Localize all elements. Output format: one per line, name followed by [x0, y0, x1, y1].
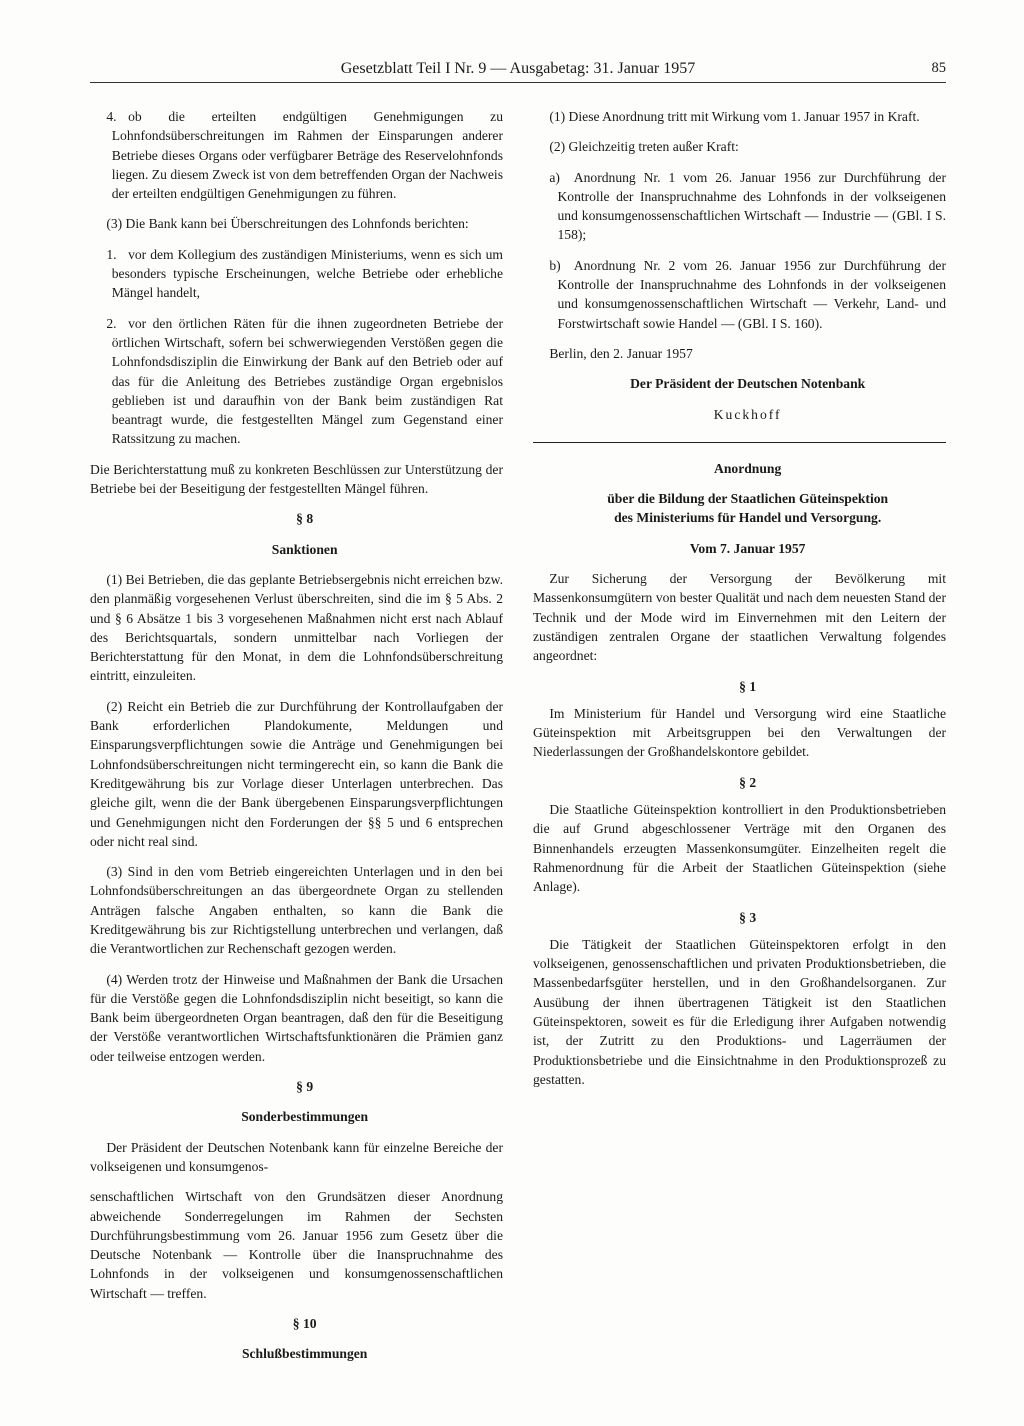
paragraph: Im Ministerium für Handel und Versorgung…: [533, 704, 946, 762]
paragraph: (1) Diese Anordnung tritt mit Wirkung vo…: [533, 107, 946, 126]
list-item: 4.ob die erteilten endgültigen Genehmigu…: [90, 107, 503, 203]
paragraph: Die Staatliche Güteinspektion kontrollie…: [533, 800, 946, 896]
section-number: § 9: [90, 1077, 503, 1096]
section-number: § 2: [533, 773, 946, 792]
list-item: b)Anordnung Nr. 2 vom 26. Januar 1956 zu…: [533, 256, 946, 333]
item-text: Anordnung Nr. 2 vom 26. Januar 1956 zur …: [557, 258, 946, 331]
item-text: ob die erteilten endgültigen Genehmigung…: [112, 109, 503, 201]
decree-subtitle: des Ministeriums für Handel und Versorgu…: [533, 508, 946, 527]
header-rule: [90, 82, 946, 83]
section-number: § 8: [90, 509, 503, 528]
decree-heading: Anordnung: [533, 459, 946, 478]
paragraph: (4) Werden trotz der Hinweise und Maßnah…: [90, 970, 503, 1066]
signature-name: Kuckhoff: [533, 405, 946, 424]
page-number: 85: [932, 60, 947, 77]
signature-title: Der Präsident der Deutschen Notenbank: [533, 374, 946, 393]
decree-date: Vom 7. Januar 1957: [533, 539, 946, 558]
item-text: vor den örtlichen Räten für die ihnen zu…: [112, 316, 503, 447]
list-item: 1.vor dem Kollegium des zuständigen Mini…: [90, 245, 503, 303]
running-header: Gesetzblatt Teil I Nr. 9 — Ausgabetag: 3…: [90, 60, 946, 82]
place-date: Berlin, den 2. Januar 1957: [533, 344, 946, 363]
decree-subtitle: über die Bildung der Staatlichen Güteins…: [533, 489, 946, 508]
item-text: Anordnung Nr. 1 vom 26. Januar 1956 zur …: [557, 170, 946, 243]
paragraph: (2) Gleichzeitig treten außer Kraft:: [533, 137, 946, 156]
list-item: 2.vor den örtlichen Räten für die ihnen …: [90, 314, 503, 449]
paragraph: Der Präsident der Deutschen Notenbank ka…: [90, 1138, 503, 1177]
paragraph: (2) Reicht ein Betrieb die zur Durchführ…: [90, 697, 503, 851]
header-title: Gesetzblatt Teil I Nr. 9 — Ausgabetag: 3…: [341, 60, 696, 78]
item-text: vor dem Kollegium des zuständigen Minist…: [112, 247, 503, 301]
paragraph: Die Berichterstattung muß zu konkreten B…: [90, 460, 503, 499]
paragraph: Die Tätigkeit der Staatlichen Güteinspek…: [533, 935, 946, 1089]
paragraph: (1) Bei Betrieben, die das geplante Betr…: [90, 570, 503, 686]
paragraph: (3) Sind in den vom Betrieb eingereichte…: [90, 862, 503, 958]
divider-rule: [533, 442, 946, 443]
paragraph: (3) Die Bank kann bei Überschreitungen d…: [90, 214, 503, 233]
section-number: § 3: [533, 908, 946, 927]
document-page: Gesetzblatt Teil I Nr. 9 — Ausgabetag: 3…: [0, 0, 1024, 1426]
section-number: § 10: [90, 1314, 503, 1333]
paragraph: Zur Sicherung der Versorgung der Bevölke…: [533, 569, 946, 665]
list-item: a)Anordnung Nr. 1 vom 26. Januar 1956 zu…: [533, 168, 946, 245]
section-heading: Schlußbestimmungen: [90, 1344, 503, 1363]
section-heading: Sonderbestimmungen: [90, 1107, 503, 1126]
text-columns: 4.ob die erteilten endgültigen Genehmigu…: [90, 107, 946, 1367]
section-number: § 1: [533, 677, 946, 696]
section-heading: Sanktionen: [90, 540, 503, 559]
paragraph-continuation: senschaftlichen Wirtschaft von den Grund…: [90, 1187, 503, 1303]
